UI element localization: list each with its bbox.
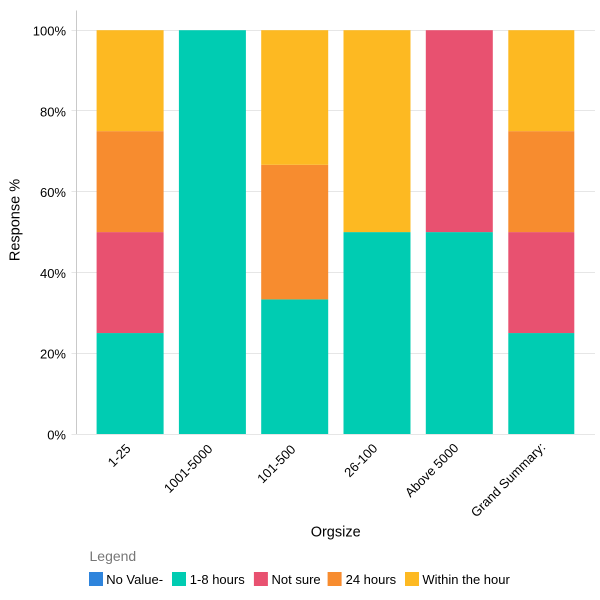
svg-text:80%: 80%	[40, 104, 66, 119]
svg-text:Within the hour: Within the hour	[422, 572, 510, 587]
svg-text:100%: 100%	[33, 24, 67, 39]
svg-text:Response %: Response %	[8, 179, 24, 261]
svg-text:0%: 0%	[47, 427, 66, 442]
svg-text:40%: 40%	[40, 266, 66, 281]
svg-text:Not sure: Not sure	[272, 572, 321, 587]
svg-text:Legend: Legend	[90, 548, 137, 564]
svg-text:20%: 20%	[40, 347, 66, 362]
svg-text:24 hours: 24 hours	[346, 572, 397, 587]
svg-text:No Value-: No Value-	[106, 572, 163, 587]
svg-text:Orgsize: Orgsize	[311, 525, 361, 541]
svg-text:60%: 60%	[40, 185, 66, 200]
svg-text:1-8 hours: 1-8 hours	[190, 572, 245, 587]
